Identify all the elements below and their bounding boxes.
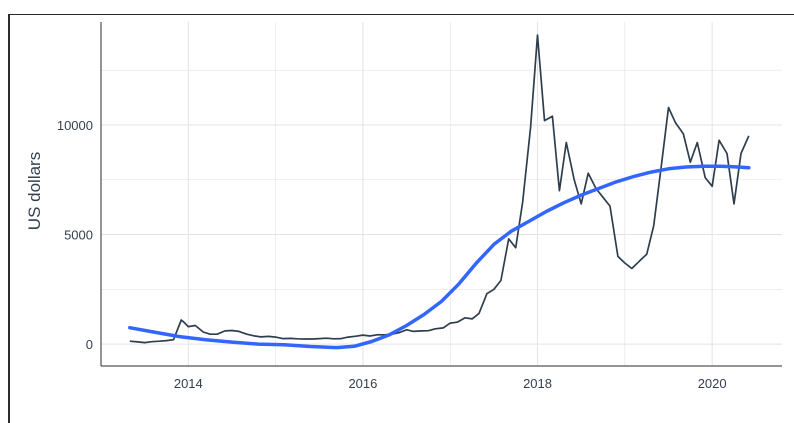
trend-line <box>128 164 751 350</box>
x-tick-label: 2020 <box>698 376 727 391</box>
price-line <box>129 34 750 344</box>
y-axis-label: US dollars <box>25 152 44 230</box>
series-layer <box>128 34 751 350</box>
x-tick-label: 2018 <box>523 376 552 391</box>
frame-top-border <box>8 14 794 15</box>
frame-left-border <box>8 14 10 423</box>
x-tick-label: 2016 <box>348 376 377 391</box>
y-tick-label: 10000 <box>57 118 93 133</box>
tick-labels: 2014 2016 2018 2020 0 5000 10000 <box>57 118 727 391</box>
y-tick-label: 0 <box>86 337 93 352</box>
grid-lines <box>101 22 782 366</box>
y-tick-label: 5000 <box>64 228 93 243</box>
axes <box>100 22 782 367</box>
x-tick-label: 2014 <box>174 376 203 391</box>
